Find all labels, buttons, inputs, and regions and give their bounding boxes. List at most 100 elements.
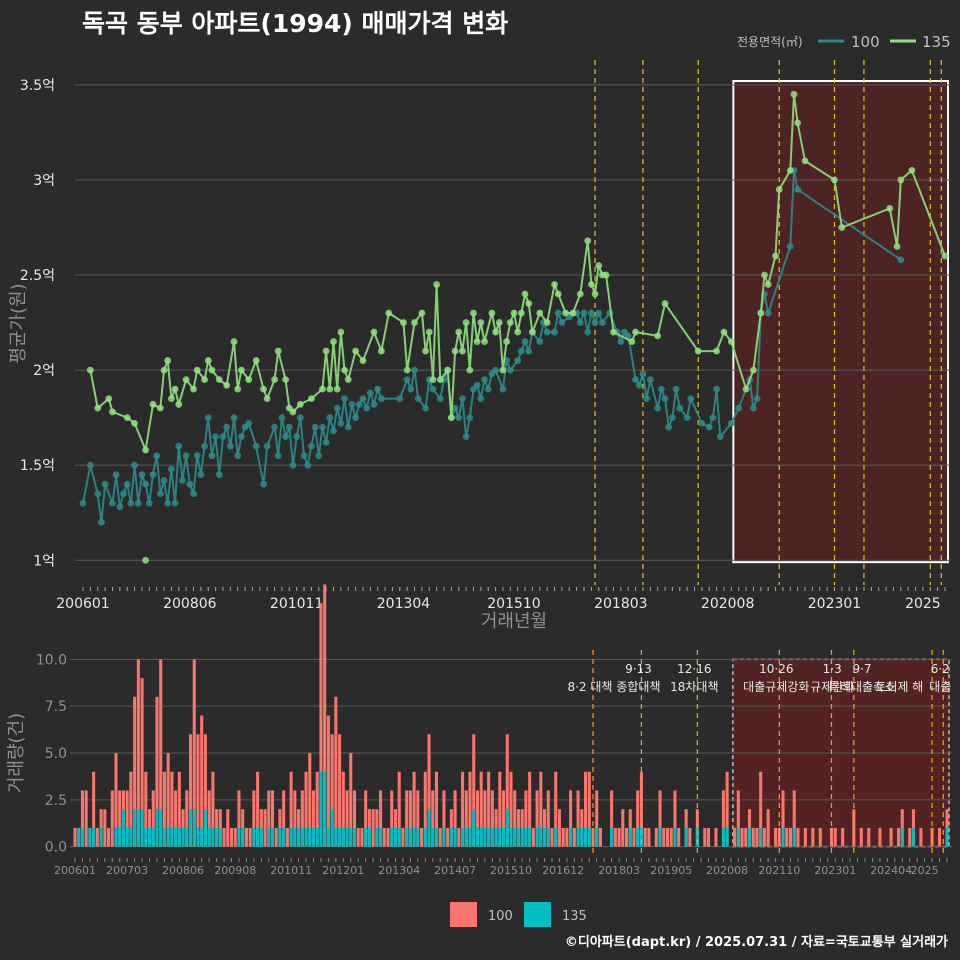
legend-top: 전용면적(㎡) 100 135 (737, 33, 951, 51)
series-100-point (455, 414, 463, 422)
series-100-point (543, 328, 551, 336)
policy-label-date: 10·26 (759, 662, 793, 676)
series-135-point (908, 167, 916, 174)
series-135-point (510, 309, 518, 317)
price-xtick-label: 201304 (377, 596, 431, 612)
series-100-point (617, 338, 625, 345)
series-135-point (109, 408, 116, 416)
volume-xtick-label: 201011 (270, 864, 312, 877)
volume-bar-100 (490, 790, 494, 847)
series-100-point (204, 414, 212, 422)
policy-label-name: 8·2 대책 (567, 679, 612, 694)
series-100-point (348, 400, 356, 408)
series-100-point (149, 471, 157, 479)
series-100-point (462, 433, 470, 441)
series-135-point (720, 328, 728, 336)
series-100-point (716, 433, 724, 441)
series-135-point (425, 328, 433, 336)
price-xaxis-title: 거래년월 (481, 611, 547, 632)
series-100-point (897, 256, 905, 264)
volume-bar-100 (215, 809, 219, 847)
volume-bar-100 (639, 771, 643, 847)
volume-ytick-label: 0.0 (45, 840, 67, 856)
volume-bar-135 (442, 827, 446, 847)
volume-bar-135 (453, 827, 457, 847)
volume-bar-100 (379, 790, 383, 847)
series-135-point (403, 366, 411, 374)
volume-bar-100 (479, 771, 483, 847)
volume-xtick-label: 200601 (54, 864, 96, 877)
volume-bar-100 (326, 715, 330, 847)
volume-bar-100 (211, 771, 215, 847)
volume-bar-100 (334, 696, 338, 847)
series-135-point (554, 290, 562, 298)
policy-label-name: 토허제 해 (875, 680, 923, 694)
series-100-point (492, 366, 499, 374)
series-135-point (422, 347, 429, 355)
volume-bar-100 (148, 809, 152, 847)
volume-bar-100 (520, 809, 524, 847)
volume-bar-100 (621, 809, 625, 847)
series-135-point (569, 309, 577, 317)
series-100-point (624, 332, 632, 340)
policy-label-name: 대출 (929, 680, 951, 694)
series-135-point (562, 309, 569, 317)
volume-bar-100 (624, 827, 629, 847)
series-135-point (370, 328, 378, 336)
series-100-point (635, 381, 643, 389)
volume-bar-135 (524, 827, 528, 847)
volume-bar-135 (267, 827, 271, 847)
volume-bar-100 (584, 771, 588, 847)
series-100-point (109, 499, 116, 507)
volume-bar-135 (945, 827, 949, 847)
volume-bar-100 (114, 753, 118, 847)
series-135-point (252, 357, 260, 364)
volume-bar-135 (628, 827, 632, 847)
volume-bar-100 (502, 790, 506, 847)
volume-bar-100 (420, 827, 424, 847)
volume-bar-135 (326, 827, 330, 847)
volume-bar-135 (304, 827, 308, 847)
series-100-point (116, 503, 124, 511)
series-100-point (179, 477, 186, 484)
volume-bar-135 (349, 827, 353, 847)
volume-bar-100 (524, 790, 528, 847)
series-100-point (514, 357, 522, 364)
series-100-point (201, 442, 208, 450)
series-135-point (245, 376, 253, 384)
series-135-point (156, 404, 164, 412)
series-135-point (941, 252, 949, 260)
volume-bar-100 (751, 827, 755, 847)
series-100-point (554, 309, 562, 317)
volume-bar-135 (684, 827, 688, 847)
volume-bar-100 (341, 771, 345, 847)
volume-bar-100 (714, 827, 718, 847)
volume-xtick-label: 201803 (598, 864, 640, 877)
volume-bar-135 (330, 809, 334, 847)
series-135-point (341, 366, 348, 374)
volume-bar-100 (788, 827, 793, 847)
volume-bar-135 (334, 827, 338, 847)
series-135-point (536, 309, 544, 317)
volume-bar-135 (900, 827, 904, 847)
series-100-point (230, 414, 238, 422)
volume-bar-100 (73, 827, 77, 847)
volume-bar-135 (241, 827, 245, 847)
series-135-point (459, 347, 466, 355)
volume-bar-100 (468, 771, 472, 847)
volume-bar-100 (95, 827, 99, 847)
series-135-point (451, 347, 459, 355)
volume-bar-135 (155, 809, 159, 847)
legend-bottom-label-100: 100 (488, 909, 513, 924)
volume-bar-100 (375, 809, 379, 847)
series-100-point (525, 347, 533, 355)
series-100-point (278, 414, 286, 422)
volume-xtick-label: 201905 (650, 864, 692, 877)
series-100-point (234, 452, 242, 460)
series-135-point (757, 309, 765, 317)
series-100-point (197, 471, 205, 479)
volume-bar-100 (177, 771, 181, 847)
volume-bar-100 (531, 827, 535, 847)
series-100-point (271, 423, 278, 431)
volume-bar-135 (162, 827, 166, 847)
